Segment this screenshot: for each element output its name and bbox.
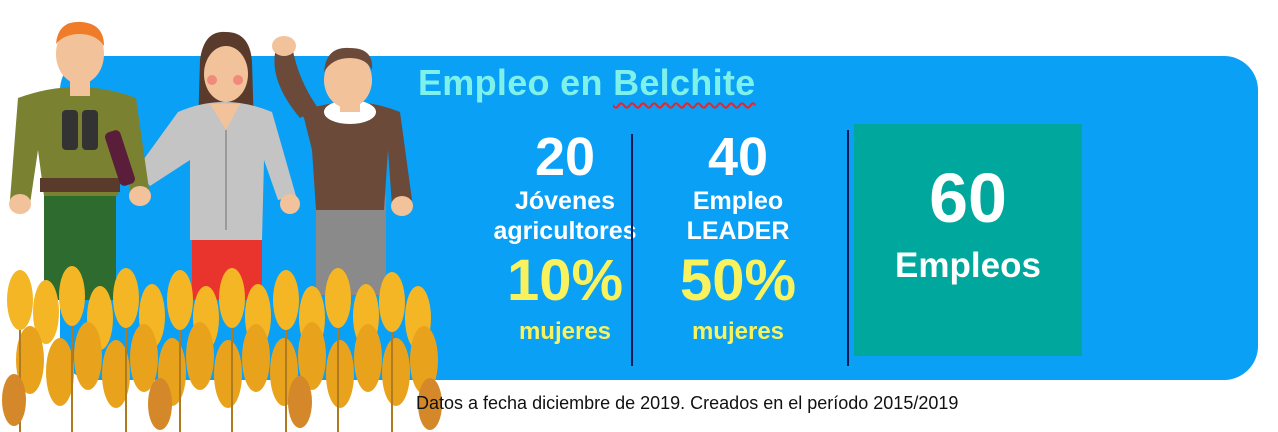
farmer-figure bbox=[9, 21, 151, 300]
leader-employment-stat: 40 Empleo LEADER 50% mujeres bbox=[656, 128, 820, 346]
title-place: Belchite bbox=[613, 62, 756, 103]
title-prefix: Empleo en bbox=[418, 62, 603, 103]
woman-figure bbox=[136, 31, 300, 300]
young-farmers-percent: 10% bbox=[506, 248, 624, 313]
wheat-field bbox=[2, 266, 442, 432]
total-jobs-label: Empleos bbox=[895, 246, 1041, 285]
leader-employment-sub: mujeres bbox=[691, 318, 785, 345]
stat-divider bbox=[631, 134, 633, 366]
total-jobs-number: 60 bbox=[929, 159, 1007, 237]
stat-divider bbox=[847, 130, 849, 366]
young-farmers-sub: mujeres bbox=[518, 318, 612, 345]
farmers-illustration bbox=[2, 21, 442, 432]
leader-employment-number: 40 bbox=[707, 127, 769, 187]
leader-employment-label-line1: Empleo bbox=[692, 187, 784, 215]
waving-man-figure bbox=[272, 36, 413, 295]
page-title: Empleo en Belchite bbox=[418, 62, 756, 104]
leader-employment-percent: 50% bbox=[679, 248, 797, 313]
data-footnote: Datos a fecha diciembre de 2019. Creados… bbox=[416, 393, 959, 413]
young-farmers-label-line1: Jóvenes bbox=[514, 187, 616, 215]
young-farmers-label-line2: agricultores bbox=[493, 217, 637, 245]
young-farmers-stat: 20 Jóvenes agricultores 10% mujeres bbox=[470, 128, 660, 346]
young-farmers-number: 20 bbox=[534, 127, 596, 187]
leader-employment-label-line2: LEADER bbox=[686, 217, 790, 245]
total-jobs-box: 60 Empleos bbox=[854, 124, 1082, 356]
